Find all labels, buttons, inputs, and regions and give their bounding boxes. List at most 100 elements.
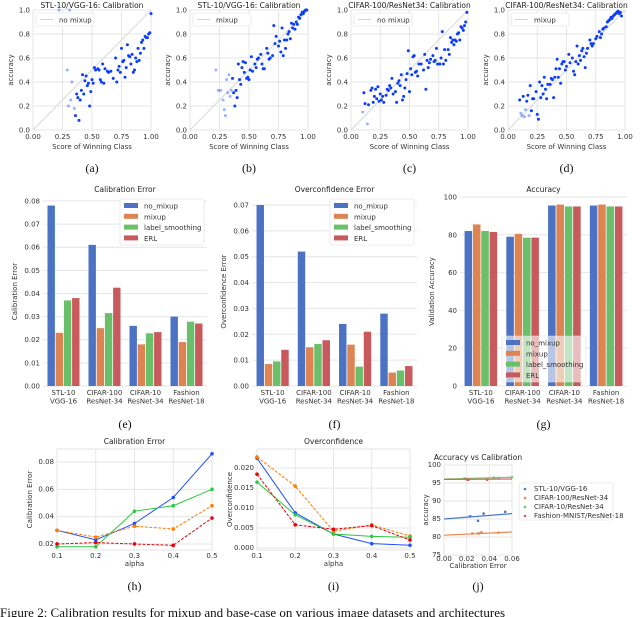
data-point [568,61,572,65]
data-point [235,96,239,100]
legend-label: ERL [354,235,367,243]
legend-swatch [124,213,138,219]
data-point [86,81,90,85]
bar-mixup [347,344,355,386]
bar-ERL [573,206,581,386]
y-tick-label: 0.03 [233,305,249,313]
data-point [171,543,176,548]
bar-label_smoothing [481,231,489,386]
data-point [256,56,260,60]
data-point [94,68,98,72]
data-point [534,90,538,94]
data-point [416,74,420,78]
bar-no_mixup [506,236,514,386]
plot-area [443,464,513,556]
data-point [130,52,134,56]
data-point [219,88,223,92]
x-tick-label: 0.1 [51,552,62,560]
data-point [528,84,532,88]
category-label: VGG-16 [50,398,78,406]
data-point [101,62,105,66]
y-axis-label: accuracy [422,494,430,526]
data-point [429,57,433,61]
bar-mixup [96,328,105,386]
chart-title: Calibration Error [94,185,156,194]
data-point [89,90,93,94]
bar-mixup [388,372,396,386]
bar-no_mixup [47,205,55,386]
data-point [55,528,59,533]
y-tick-label: 95 [432,479,441,487]
y-axis-label: accuracy [482,54,490,86]
data-point [282,38,286,42]
bar-no_mixup [170,316,178,386]
data-point [444,58,448,62]
data-point [406,49,410,53]
y-tick-label: 0.04 [38,513,54,521]
chart-h: (h) Calibration Error 0.1 0.2 0.3 0.4 0.5 0.02 0… [26,437,218,593]
subfigure-label: (j) [472,579,483,593]
bar-mixup [264,364,273,386]
category-label: ResNet-18 [168,398,204,406]
y-tick-label: 0.010 [234,504,254,512]
bar-label_smoothing [104,313,113,386]
data-point [90,78,94,82]
data-point [229,88,233,92]
data-point [398,84,402,88]
x-tick-label: 0.00 [25,133,41,141]
data-point [395,100,399,104]
data-point [447,52,451,56]
data-point [55,542,59,546]
category-label: CIFAR-100 [505,389,541,397]
legend-label: STL-10/VGG-16 [534,485,588,493]
data-point [239,82,243,86]
y-tick-label: 60 [448,269,457,277]
y-tick-label: 0.8 [176,31,187,39]
data-point [286,32,290,36]
data-point [149,12,153,16]
data-point [600,32,604,36]
data-point [93,544,98,549]
category-label: CIFAR-100 [87,389,123,397]
y-tick-label: 0.000 [234,544,254,552]
data-point [259,52,263,56]
legend-label: mixup [216,17,238,25]
legend-label: mixup [526,350,548,358]
bar-mixup [472,224,481,386]
data-point [75,92,79,96]
data-point [331,527,336,532]
data-point [228,94,232,98]
category-label: CIFAR-10 [549,389,580,397]
x-tick-label: 0.25 [372,133,388,141]
data-point [492,476,496,479]
data-point [482,512,485,515]
data-point [427,61,431,65]
data-point [331,532,336,536]
x-tick-label: 0.50 [559,133,575,141]
data-point [109,69,113,73]
data-point [370,86,374,90]
data-point [451,38,455,42]
y-tick-label: 0.6 [19,55,31,63]
category-label: VGG-16 [259,398,287,406]
data-point [369,541,374,546]
data-point [280,26,284,30]
data-point [117,64,121,68]
data-point [262,67,266,71]
y-axis-label: accuracy [164,54,172,86]
data-point [171,527,176,531]
data-point [292,22,296,26]
data-point [542,75,546,79]
chart-a: (a) STL-10/VGG-16: Calibration 0.00 0.25 0.5… [7,1,159,175]
data-point [279,50,283,54]
data-point [57,8,61,12]
category-label: STL-10 [469,389,493,397]
y-axis-label: Overconfidence [226,472,234,527]
data-point [65,68,69,72]
data-point [379,98,383,102]
chart-title: Overconfidence Error [295,185,376,194]
x-tick-label: 0.00 [436,555,452,563]
x-axis-label: Score of Winning Class [209,143,289,151]
data-point [559,81,563,85]
